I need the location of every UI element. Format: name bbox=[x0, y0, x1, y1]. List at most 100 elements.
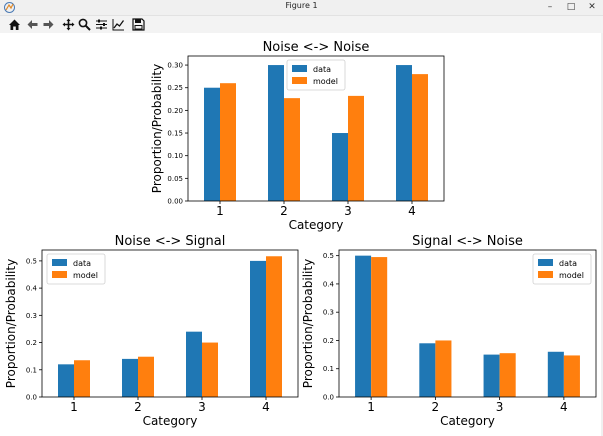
x-tick-label-2: 2 bbox=[432, 400, 440, 414]
x-axis-label: Category bbox=[143, 414, 198, 428]
legend-swatch-data bbox=[52, 259, 67, 266]
bar-data-3 bbox=[186, 331, 202, 397]
bar-model-4 bbox=[412, 74, 428, 201]
forward-button[interactable] bbox=[41, 17, 56, 32]
bar-data-1 bbox=[355, 255, 372, 397]
figure-canvas[interactable]: 1 2 3 4 0.00 0.05 0.10 0.15 0.20 0.25 0.30 Noise <-… bbox=[0, 33, 603, 436]
back-icon bbox=[27, 20, 38, 29]
bar-data-1 bbox=[58, 364, 74, 397]
bar-data-4 bbox=[547, 351, 564, 397]
save-button[interactable] bbox=[131, 17, 146, 32]
window-titlebar: Figure 1 – □ ✕ bbox=[0, 0, 603, 16]
y-tick-label: 0.2 bbox=[26, 339, 37, 347]
y-tick-label: 0.0 bbox=[26, 394, 37, 402]
x-axis-label: Category bbox=[440, 414, 495, 428]
x-tick-label-1: 1 bbox=[70, 400, 78, 414]
bar-data-3 bbox=[483, 354, 500, 397]
y-tick-label: 0.1 bbox=[323, 365, 334, 373]
legend-swatch-data bbox=[538, 259, 553, 266]
x-tick-label-4: 4 bbox=[560, 400, 568, 414]
bar-model-1 bbox=[371, 257, 388, 397]
edit-axis-button[interactable] bbox=[111, 17, 126, 32]
y-axis-label: Proportion/Probability bbox=[150, 64, 164, 193]
y-tick-label: 0.20 bbox=[167, 107, 183, 115]
y-tick-label: 0.25 bbox=[167, 84, 183, 92]
home-icon bbox=[9, 19, 20, 30]
legend-swatch-model bbox=[52, 271, 67, 278]
bar-model-1 bbox=[220, 83, 236, 201]
zoom-button[interactable] bbox=[77, 17, 92, 32]
save-icon bbox=[132, 18, 145, 31]
window-edge bbox=[601, 33, 603, 436]
chart-title: Noise <-> Signal bbox=[115, 234, 226, 249]
x-tick-label-1: 1 bbox=[367, 400, 375, 414]
configure-subplots-icon bbox=[96, 19, 107, 30]
bar-model-2 bbox=[284, 98, 300, 201]
bar-data-1 bbox=[204, 87, 220, 201]
legend-label-model: model bbox=[313, 77, 338, 86]
navigation-toolbar bbox=[0, 16, 603, 33]
x-tick-label-3: 3 bbox=[344, 204, 352, 218]
chart-3: 1 2 3 4 0.0 0.1 0.2 0.3 0.4 0.5 Signal <-> Noise Ca… bbox=[301, 234, 597, 428]
y-tick-label: 0.4 bbox=[26, 285, 38, 293]
x-axis-label: Category bbox=[289, 218, 344, 232]
y-axis-label: Proportion/Probability bbox=[4, 259, 18, 388]
configure-subplots-button[interactable] bbox=[94, 17, 109, 32]
chart-2: 1 2 3 4 0.0 0.1 0.2 0.3 0.4 0.5 Noise <-> Signal Ca… bbox=[4, 234, 299, 428]
bar-model-2 bbox=[138, 356, 154, 397]
legend-swatch-model bbox=[538, 271, 553, 278]
x-tick-label-3: 3 bbox=[198, 400, 206, 414]
maximize-button[interactable]: □ bbox=[566, 2, 576, 12]
y-tick-label: 0.05 bbox=[167, 175, 183, 183]
y-tick-label: 0.10 bbox=[167, 152, 183, 160]
y-tick-label: 0.15 bbox=[167, 130, 183, 138]
minimize-button[interactable]: – bbox=[547, 2, 553, 12]
legend-swatch-data bbox=[292, 65, 307, 72]
bar-data-2 bbox=[268, 65, 284, 201]
home-button[interactable] bbox=[7, 17, 22, 32]
y-tick-label: 0.5 bbox=[26, 257, 37, 265]
back-button[interactable] bbox=[25, 17, 40, 32]
y-tick-label: 0.0 bbox=[323, 394, 334, 402]
bar-data-2 bbox=[419, 343, 436, 397]
y-tick-label: 0.5 bbox=[323, 252, 334, 260]
x-tick-label-3: 3 bbox=[496, 400, 504, 414]
y-axis-label: Proportion/Probability bbox=[301, 259, 315, 388]
chart-title: Noise <-> Noise bbox=[263, 40, 370, 55]
axes-frame bbox=[187, 55, 445, 202]
chart-1: 1 2 3 4 0.00 0.05 0.10 0.15 0.20 0.25 0.30 Noise <-… bbox=[150, 40, 445, 232]
legend-label-data: data bbox=[559, 259, 577, 268]
legend: data model bbox=[286, 59, 346, 91]
legend: data model bbox=[532, 253, 592, 285]
pan-button[interactable] bbox=[61, 17, 76, 32]
x-tick-label-4: 4 bbox=[262, 400, 270, 414]
legend: data model bbox=[46, 253, 106, 285]
legend-label-model: model bbox=[559, 271, 584, 280]
axes-frame bbox=[41, 249, 299, 398]
zoom-icon bbox=[78, 18, 91, 31]
bar-data-3 bbox=[332, 133, 348, 201]
edit-axis-icon bbox=[112, 19, 125, 31]
close-button[interactable]: ✕ bbox=[588, 2, 596, 12]
chart-title: Signal <-> Noise bbox=[412, 234, 523, 249]
x-tick-label-2: 2 bbox=[280, 204, 288, 218]
bar-model-4 bbox=[266, 256, 282, 397]
forward-icon bbox=[43, 20, 54, 29]
y-tick-label: 0.3 bbox=[323, 309, 334, 317]
legend-label-data: data bbox=[313, 65, 331, 74]
bar-data-4 bbox=[396, 65, 412, 201]
x-tick-label-4: 4 bbox=[408, 204, 416, 218]
y-tick-label: 0.1 bbox=[26, 366, 37, 374]
bar-model-3 bbox=[202, 342, 218, 397]
pan-icon bbox=[62, 18, 75, 31]
legend-swatch-model bbox=[292, 77, 307, 84]
legend-label-model: model bbox=[73, 271, 98, 280]
x-tick-label-1: 1 bbox=[216, 204, 224, 218]
bar-model-2 bbox=[435, 340, 452, 397]
figure-svg: 1 2 3 4 0.00 0.05 0.10 0.15 0.20 0.25 0.30 Noise <-… bbox=[4, 40, 597, 428]
bar-data-4 bbox=[250, 260, 266, 397]
x-tick-label-2: 2 bbox=[134, 400, 142, 414]
bar-model-4 bbox=[563, 355, 580, 397]
axes-frame bbox=[338, 249, 597, 398]
legend-label-data: data bbox=[73, 259, 91, 268]
